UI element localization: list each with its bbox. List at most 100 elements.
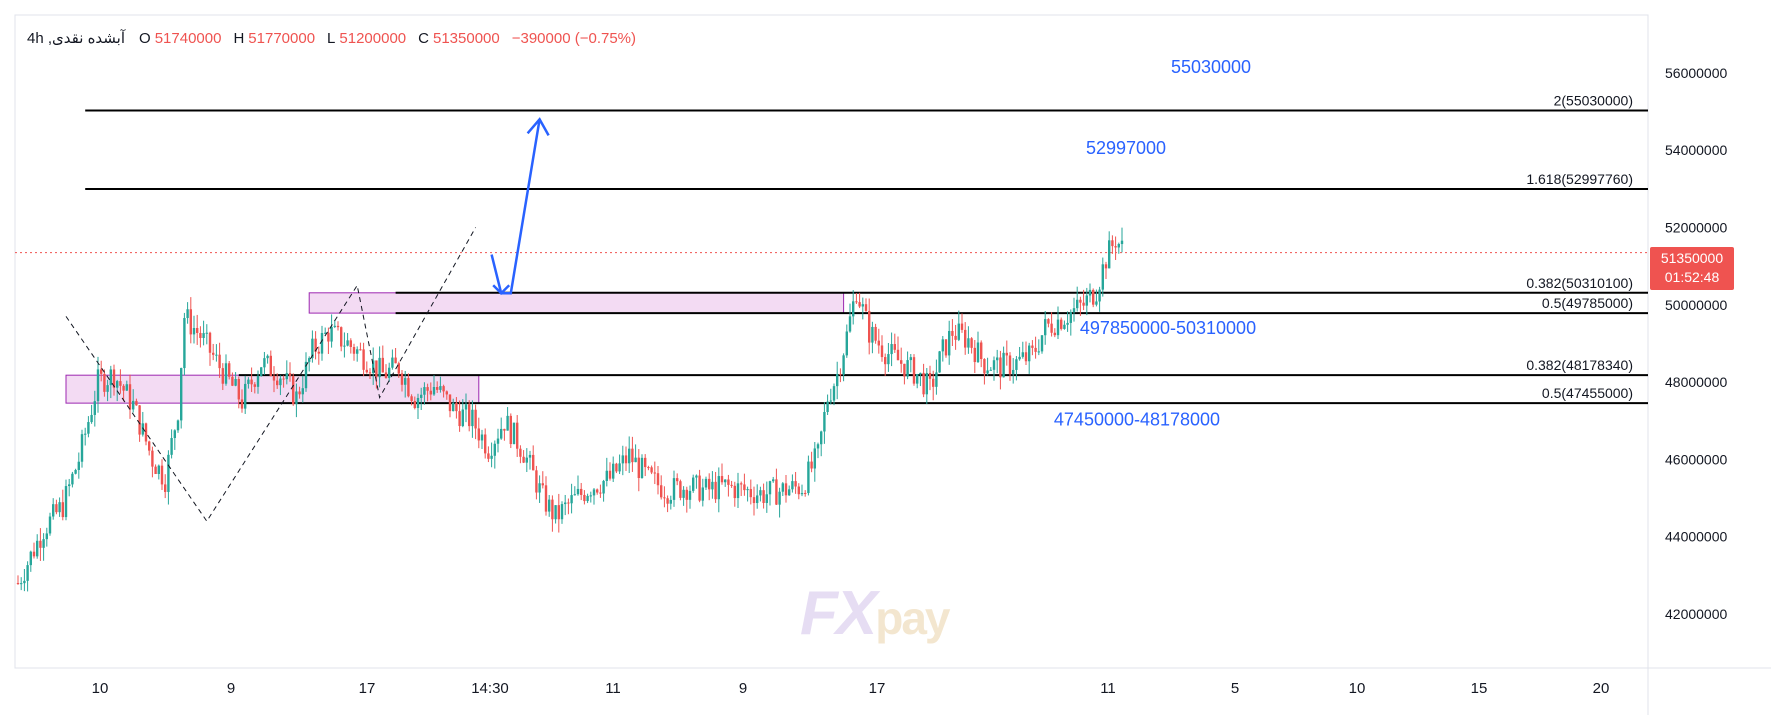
candle-body: [224, 363, 228, 384]
candle-body: [666, 498, 669, 504]
candle-body: [240, 399, 244, 409]
candle-body: [829, 400, 832, 402]
candle-body: [480, 434, 484, 441]
candle-body: [1085, 295, 1088, 306]
candle-body: [839, 373, 842, 375]
candle-body: [688, 490, 692, 500]
candle-body: [1060, 319, 1063, 329]
candle-body: [788, 489, 791, 496]
candle-body: [740, 483, 743, 485]
candle-body: [602, 480, 605, 494]
candle-body: [135, 400, 138, 406]
candle-body: [256, 375, 260, 387]
candle-body: [218, 354, 221, 369]
candle-body: [519, 448, 522, 457]
candle-body: [928, 372, 932, 379]
candle-body: [1012, 369, 1015, 374]
candle-body: [711, 481, 714, 490]
candle-body: [77, 461, 80, 470]
candle-body: [1044, 319, 1047, 336]
candle-body: [1037, 351, 1040, 353]
candle-body: [775, 479, 778, 505]
candle-body: [458, 411, 461, 427]
candle-body: [692, 477, 695, 491]
candle-body: [1098, 289, 1101, 302]
candle-body: [1104, 264, 1108, 269]
candle-body: [260, 367, 263, 376]
candle-body: [957, 323, 960, 340]
candle-body: [55, 504, 58, 513]
candle-body: [541, 483, 544, 486]
candle-body: [74, 469, 77, 474]
candle-body: [68, 484, 71, 487]
y-tick-label: 44000000: [1665, 529, 1728, 545]
candle-body: [804, 492, 807, 494]
candle-body: [189, 309, 192, 335]
candle-body: [436, 387, 439, 390]
fib-level-label: 1.618(52997760): [1526, 171, 1633, 187]
candle-body: [231, 376, 234, 386]
candle-body: [1031, 345, 1034, 348]
candle-body: [484, 434, 487, 454]
candle-body: [970, 338, 973, 348]
candle-body: [1040, 335, 1044, 352]
high-value: 51770000: [248, 30, 316, 47]
x-tick-label: 14:30: [471, 680, 509, 697]
candle-body: [324, 332, 327, 334]
candle-body: [327, 332, 330, 342]
candle-body: [372, 360, 375, 374]
candle-body: [276, 380, 279, 386]
candle-body: [522, 456, 525, 463]
candle-body: [672, 478, 676, 500]
candle-body: [989, 369, 992, 371]
candle-body: [234, 379, 237, 386]
candle-body: [704, 478, 708, 488]
candle-body: [589, 495, 592, 497]
candle-body: [922, 372, 925, 395]
candle-body: [1101, 264, 1104, 290]
candle-body: [368, 372, 372, 374]
candle-body: [346, 340, 349, 346]
x-tick-label: 10: [1349, 680, 1366, 697]
candle-body: [1002, 352, 1005, 378]
candle-body: [356, 349, 359, 354]
candle-body: [317, 351, 320, 354]
candle-body: [167, 454, 170, 492]
candle-body: [1008, 355, 1012, 374]
candle-body: [138, 405, 141, 435]
candle-body: [685, 489, 688, 500]
symbol-label[interactable]: آبشده نقدی, 4h: [27, 30, 126, 47]
candle-body: [823, 411, 826, 432]
candle-body: [292, 376, 295, 405]
candle-body: [544, 485, 548, 512]
change-value: −390000 (−0.75%): [511, 30, 636, 47]
y-tick-label: 54000000: [1665, 142, 1728, 158]
candle-body: [279, 378, 282, 386]
candle-body: [592, 489, 596, 496]
candle-body: [749, 489, 752, 498]
candle-body: [858, 302, 861, 307]
fxpay-watermark-logo: FXpay: [800, 578, 951, 649]
candle-body: [650, 467, 653, 473]
candle-body: [746, 489, 749, 491]
candle-body: [605, 470, 608, 481]
candle-body: [112, 369, 116, 388]
candle-body: [1021, 352, 1024, 357]
candle-body: [852, 301, 855, 317]
candle-body: [509, 415, 512, 445]
bar-countdown: 01:52:48: [1664, 269, 1720, 285]
candle-body: [132, 400, 135, 410]
candle-body: [199, 332, 202, 338]
candle-body: [474, 409, 477, 429]
candle-body: [285, 373, 288, 380]
candle-body: [48, 516, 52, 534]
candle-body: [442, 386, 445, 392]
candle-body: [103, 373, 106, 392]
projection-arrow-head: [492, 284, 511, 295]
candle-body: [205, 332, 208, 334]
candle-body: [288, 373, 292, 377]
candle-body: [1072, 308, 1076, 313]
candle-body: [1069, 312, 1072, 323]
